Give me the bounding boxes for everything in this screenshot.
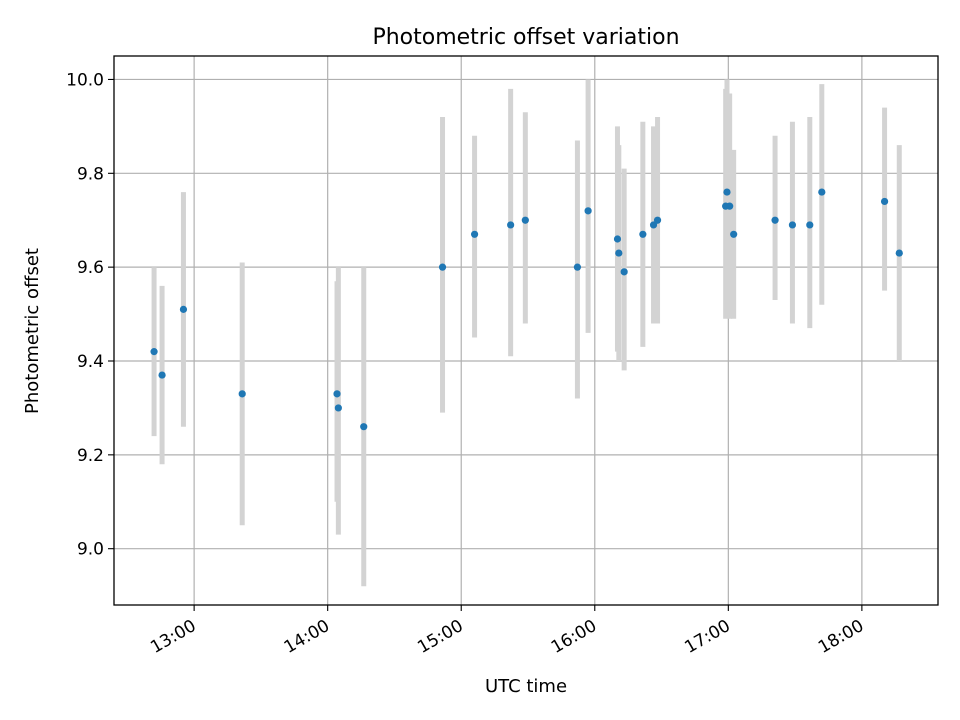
data-point	[730, 230, 738, 238]
data-point	[573, 263, 582, 271]
data-point	[333, 390, 341, 398]
data-point	[880, 197, 889, 206]
data-point	[726, 202, 734, 210]
plot-frame	[113, 55, 939, 606]
data-point	[360, 423, 368, 431]
x-tick-label: 18:00	[815, 616, 867, 658]
data-points	[150, 188, 903, 431]
data-point	[723, 188, 731, 196]
grid	[114, 56, 938, 605]
y-tick-label: 9.2	[77, 446, 104, 466]
data-point	[334, 404, 342, 412]
x-tick-label: 17:00	[681, 616, 733, 658]
data-point	[620, 268, 628, 276]
y-tick-label: 10.0	[66, 70, 104, 90]
error-bars	[151, 79, 902, 587]
y-tick-label: 9.8	[77, 164, 104, 184]
data-point	[238, 390, 246, 398]
y-axis-label: Photometric offset	[22, 248, 43, 414]
data-point	[438, 263, 447, 271]
data-point	[806, 221, 814, 229]
data-point	[653, 216, 662, 224]
x-axis-ticks: 13:00 14:00 15:00 16:00 17:00 18:00	[147, 605, 867, 658]
y-tick-label: 9.6	[77, 258, 104, 278]
x-tick-label: 13:00	[147, 616, 199, 658]
data-point	[179, 305, 188, 313]
data-point	[470, 230, 479, 238]
data-point	[771, 216, 779, 224]
data-point	[521, 216, 529, 224]
data-point	[613, 235, 622, 243]
data-point	[615, 249, 623, 257]
y-tick-label: 9.0	[77, 540, 104, 560]
data-point	[895, 249, 903, 257]
x-axis-label: UTC time	[485, 676, 567, 697]
y-axis-ticks: 9.0 9.2 9.4 9.6 9.8 10.0	[66, 70, 114, 560]
x-tick-label: 15:00	[414, 616, 466, 658]
data-point	[150, 348, 158, 356]
data-point	[507, 221, 515, 229]
chart-title: Photometric offset variation	[372, 25, 679, 50]
data-point	[788, 221, 797, 229]
data-point	[649, 221, 658, 229]
data-point	[584, 207, 592, 215]
data-point	[158, 371, 166, 379]
y-tick-label: 9.4	[77, 352, 104, 372]
data-point	[818, 188, 826, 196]
data-point	[639, 230, 647, 238]
x-tick-label: 16:00	[548, 616, 600, 658]
x-tick-label: 14:00	[281, 616, 333, 658]
